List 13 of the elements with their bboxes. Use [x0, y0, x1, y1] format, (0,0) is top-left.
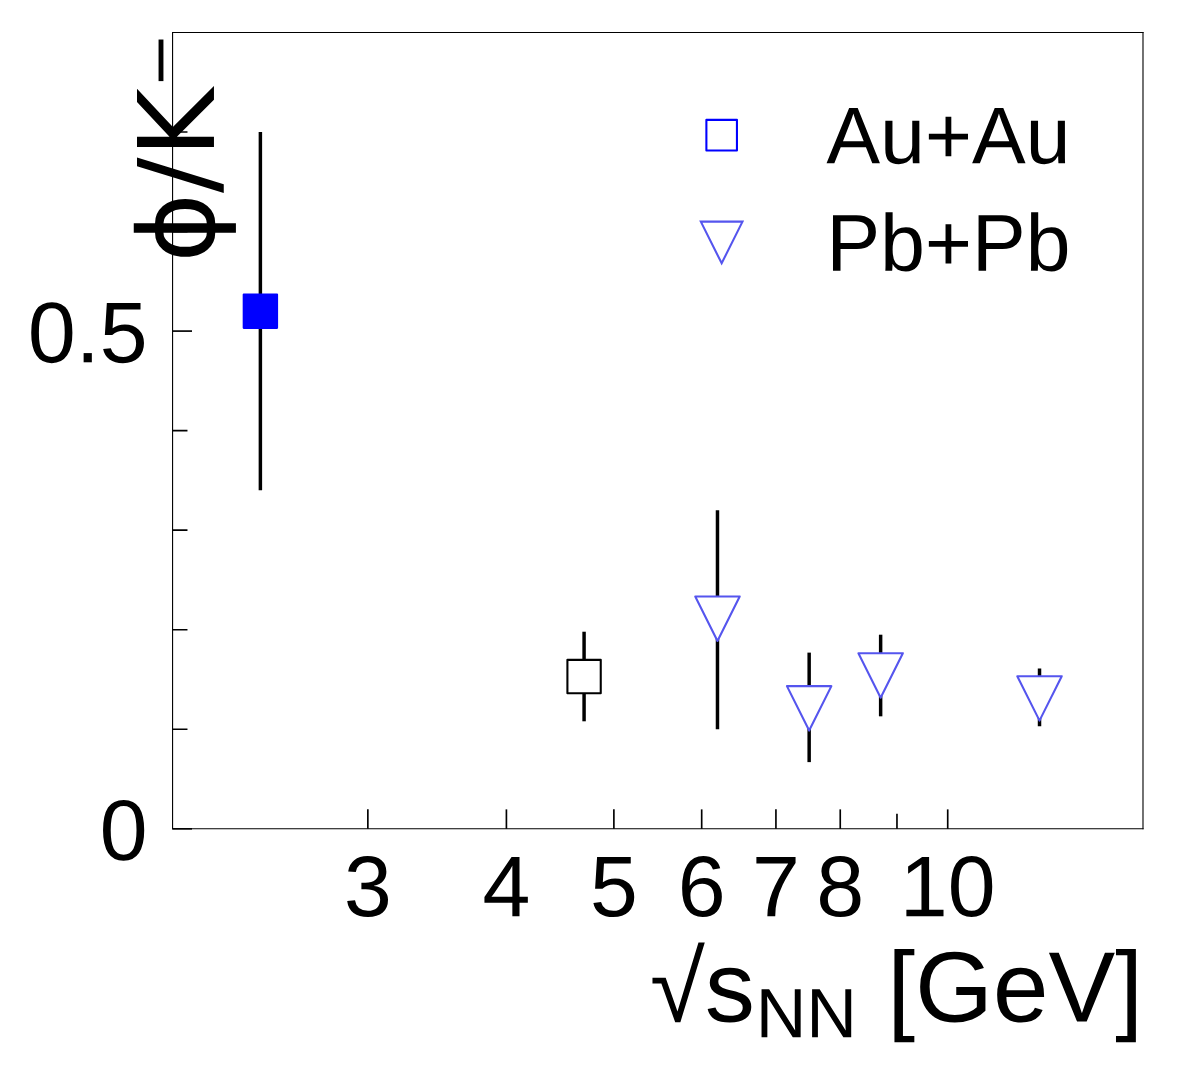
y-tick-label: 0 — [103, 799, 145, 861]
legend-label: Pb+Pb — [832, 212, 1068, 272]
x-axis-title: √s$_{NN}$ [GeV] — [652, 942, 1136, 1043]
x-tick-label: 6 — [682, 856, 722, 918]
x-tick-label: 4 — [484, 856, 528, 917]
legend-label: Au+Au — [826, 107, 1066, 165]
x-tick-label: 7 — [756, 856, 796, 917]
x-tick-label: 5 — [593, 856, 635, 918]
x-tick-label: 3 — [347, 856, 389, 918]
x-tick-label: 10 — [906, 856, 993, 918]
x-tick-label: 8 — [820, 856, 861, 918]
y-axis-title: ϕ/K⁻ — [133, 39, 236, 257]
y-tick-label: 0.5 — [31, 302, 144, 364]
